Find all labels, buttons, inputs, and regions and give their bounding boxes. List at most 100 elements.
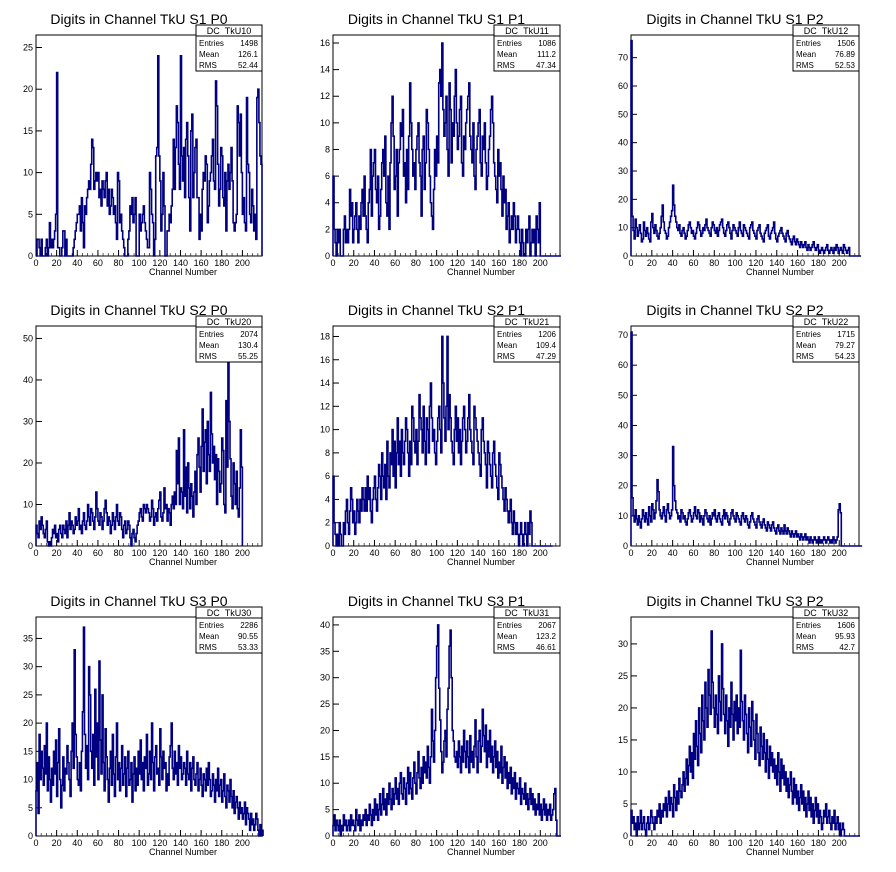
x-tick-label: 160 bbox=[491, 838, 506, 848]
y-tick-label: 50 bbox=[618, 109, 628, 119]
stats-box-frame bbox=[792, 24, 860, 72]
x-tick-label: 140 bbox=[173, 258, 188, 268]
stats-value: 52.53 bbox=[835, 61, 856, 70]
x-tick-label: 0 bbox=[330, 548, 335, 558]
x-tick-label: 20 bbox=[349, 548, 359, 558]
x-axis-label: Channel Number bbox=[447, 267, 515, 277]
x-tick-label: 40 bbox=[369, 838, 379, 848]
y-tick-label: 20 bbox=[320, 725, 330, 735]
y-tick-label: 14 bbox=[320, 65, 330, 75]
histogram-panel: Digits in Channel TkU S2 P10 20 40 60 80 100 1… bbox=[320, 302, 561, 567]
histogram-panel: Digits in Channel TkU S2 P20 20 40 60 80 100 1… bbox=[618, 302, 863, 567]
x-tick-label: 40 bbox=[668, 838, 678, 848]
stats-value: 109.4 bbox=[536, 341, 557, 350]
stats-value: 95.93 bbox=[835, 632, 856, 641]
histogram-panel: Digits in Channel TkU S2 P00 20 40 60 80 100 1… bbox=[23, 302, 263, 567]
stats-value: 53.33 bbox=[238, 643, 259, 652]
stats-value: 2074 bbox=[240, 330, 258, 339]
x-tick-label: 0 bbox=[628, 258, 633, 268]
x-axis-label: Channel Number bbox=[746, 267, 814, 277]
stats-box: DC_TkU30 Entries 2286 Mean 90.55 RMS 53.33 bbox=[195, 606, 263, 654]
y-tick-label: 5 bbox=[623, 799, 628, 809]
x-tick-label: 180 bbox=[214, 258, 229, 268]
x-tick-label: 0 bbox=[628, 548, 633, 558]
y-tick-label: 25 bbox=[618, 671, 628, 681]
stats-label: Mean bbox=[199, 632, 219, 641]
x-tick-label: 100 bbox=[728, 258, 743, 268]
stats-value: 76.89 bbox=[835, 50, 856, 59]
stats-box-frame bbox=[493, 315, 561, 363]
stats-value: 123.2 bbox=[536, 632, 557, 641]
y-tick-label: 6 bbox=[325, 171, 330, 181]
x-tick-label: 200 bbox=[832, 258, 847, 268]
stats-label: Entries bbox=[796, 330, 821, 339]
y-tick-label: 30 bbox=[618, 639, 628, 649]
x-tick-label: 200 bbox=[533, 258, 548, 268]
y-tick-label: 2 bbox=[325, 224, 330, 234]
chart-title: Digits in Channel TkU S2 P2 bbox=[646, 302, 823, 318]
y-tick-label: 15 bbox=[23, 746, 33, 756]
stats-label: Mean bbox=[497, 632, 517, 641]
x-tick-label: 0 bbox=[330, 838, 335, 848]
x-tick-label: 200 bbox=[533, 838, 548, 848]
y-tick-label: 12 bbox=[320, 91, 330, 101]
x-tick-label: 80 bbox=[709, 838, 719, 848]
stats-name: DC_TkU21 bbox=[505, 317, 550, 327]
stats-box-frame bbox=[493, 24, 561, 72]
y-tick-label: 10 bbox=[23, 168, 33, 178]
x-tick-label: 180 bbox=[811, 838, 826, 848]
x-tick-label: 100 bbox=[429, 838, 444, 848]
x-tick-label: 80 bbox=[709, 258, 719, 268]
stats-value: 54.23 bbox=[835, 352, 856, 361]
x-tick-label: 80 bbox=[411, 838, 421, 848]
y-tick-label: 5 bbox=[325, 805, 330, 815]
x-tick-label: 140 bbox=[769, 838, 784, 848]
x-tick-label: 120 bbox=[450, 548, 465, 558]
x-tick-label: 100 bbox=[728, 838, 743, 848]
y-tick-label: 0 bbox=[325, 831, 330, 841]
plot-frame bbox=[35, 325, 263, 547]
y-tick-label: 10 bbox=[618, 767, 628, 777]
stats-value: 47.34 bbox=[536, 61, 557, 70]
x-tick-label: 40 bbox=[72, 838, 82, 848]
x-tick-label: 40 bbox=[72, 548, 82, 558]
x-tick-label: 80 bbox=[114, 548, 124, 558]
x-tick-label: 180 bbox=[214, 838, 229, 848]
y-tick-label: 10 bbox=[618, 223, 628, 233]
stats-label: Entries bbox=[796, 621, 821, 630]
y-tick-label: 0 bbox=[623, 831, 628, 841]
x-tick-label: 20 bbox=[52, 548, 62, 558]
x-tick-label: 20 bbox=[647, 838, 657, 848]
x-tick-label: 160 bbox=[194, 258, 209, 268]
y-tick-label: 20 bbox=[23, 458, 33, 468]
stats-label: Mean bbox=[199, 50, 219, 59]
histogram-panel: Digits in Channel TkU S3 P10 20 40 60 80 100 1… bbox=[320, 593, 562, 857]
stats-label: Entries bbox=[199, 39, 224, 48]
y-tick-label: 14 bbox=[320, 378, 330, 388]
stats-box: DC_TkU20 Entries 2074 Mean 130.4 RMS 55.25 bbox=[195, 315, 263, 363]
stats-box: DC_TkU12 Entries 1506 Mean 76.89 RMS 52.53 bbox=[792, 24, 860, 72]
histogram-panel: Digits in Channel TkU S3 P00 20 40 60 80 100 1… bbox=[23, 593, 264, 857]
y-tick-label: 4 bbox=[325, 198, 330, 208]
stats-value: 2067 bbox=[538, 621, 556, 630]
y-tick-label: 4 bbox=[325, 494, 330, 504]
chart-title: Digits in Channel TkU S1 P0 bbox=[50, 11, 227, 27]
x-tick-label: 60 bbox=[688, 258, 698, 268]
x-tick-label: 80 bbox=[114, 838, 124, 848]
y-tick-label: 0 bbox=[623, 251, 628, 261]
chart-title: Digits in Channel TkU S2 P0 bbox=[50, 302, 227, 318]
x-tick-label: 100 bbox=[728, 548, 743, 558]
x-tick-label: 20 bbox=[349, 258, 359, 268]
y-tick-label: 25 bbox=[23, 43, 33, 53]
histogram-series bbox=[332, 335, 553, 547]
y-tick-label: 20 bbox=[618, 703, 628, 713]
x-tick-label: 40 bbox=[668, 548, 678, 558]
stats-label: RMS bbox=[497, 643, 515, 652]
y-tick-label: 15 bbox=[320, 752, 330, 762]
stats-name: DC_TkU12 bbox=[804, 26, 849, 36]
plot-frame bbox=[332, 616, 561, 837]
stats-value: 1086 bbox=[538, 39, 556, 48]
y-tick-label: 15 bbox=[618, 735, 628, 745]
x-tick-label: 80 bbox=[709, 548, 719, 558]
